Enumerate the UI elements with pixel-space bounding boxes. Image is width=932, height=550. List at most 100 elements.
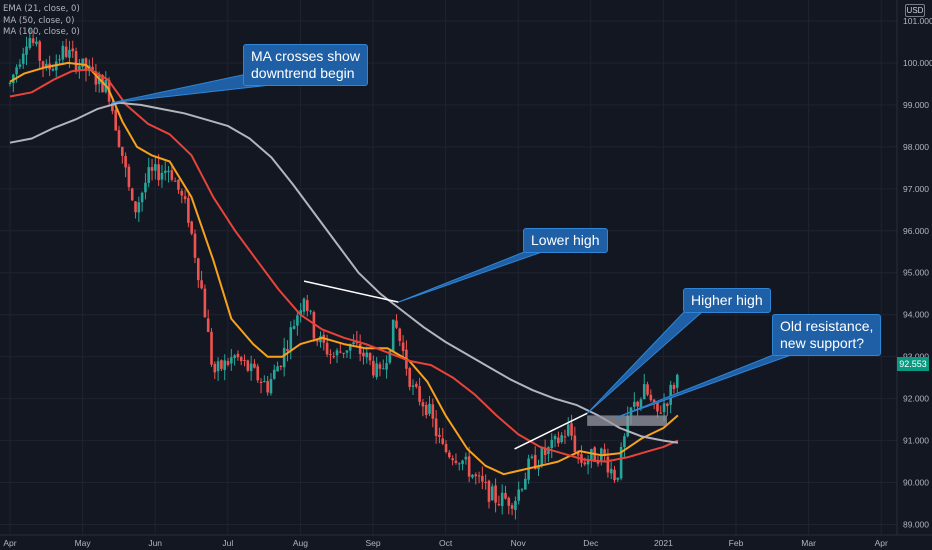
y-tick-label: 89.000 — [903, 520, 929, 530]
candle-body — [210, 331, 213, 365]
candle-body — [533, 454, 537, 469]
candle-body — [282, 347, 286, 368]
candle-body — [619, 446, 623, 479]
x-tick-label: Aug — [293, 538, 308, 548]
legend-ema[interactable]: EMA (21, close, 0) — [3, 4, 80, 14]
candle-body — [147, 167, 151, 183]
legend-ma50[interactable]: MA (50, close, 0) — [3, 15, 75, 26]
candle-body — [424, 404, 428, 415]
candle-body — [365, 352, 369, 358]
x-tick-label: Apr — [3, 538, 16, 548]
candle-body — [25, 46, 28, 55]
candle-body — [223, 360, 227, 371]
y-tick-label: 99.000 — [903, 100, 929, 110]
candle-body — [467, 456, 471, 477]
candle-body — [243, 360, 246, 362]
candle-body — [431, 404, 435, 419]
candle-body — [117, 130, 121, 147]
candle-body — [276, 366, 279, 372]
candle-body — [335, 350, 339, 356]
candle-body — [510, 505, 514, 509]
candle-body — [292, 326, 296, 329]
candle-body — [613, 469, 616, 481]
candle-body — [487, 480, 491, 502]
candle-body — [160, 172, 164, 180]
y-tick-label: 98.000 — [903, 142, 929, 152]
candle-body — [381, 368, 385, 370]
x-tick-label: 2021 — [654, 538, 673, 548]
candle-body — [114, 110, 118, 131]
candle-body — [530, 456, 534, 458]
candle-body — [121, 146, 124, 156]
y-tick-label: 97.000 — [903, 184, 929, 194]
candle-body — [434, 418, 438, 436]
candle-body — [309, 310, 312, 312]
candle-body — [451, 458, 454, 461]
candle-body — [656, 401, 659, 412]
candle-body — [18, 64, 22, 67]
candle-body — [672, 384, 676, 390]
legend-ma100[interactable]: MA (100, close, 0) — [3, 27, 80, 37]
candle-body — [388, 350, 392, 363]
candle-body — [279, 365, 283, 368]
candle-body — [547, 447, 550, 455]
y-tick-label: 92.000 — [903, 394, 929, 404]
x-tick-label: Mar — [801, 538, 816, 548]
candle-body — [216, 361, 220, 372]
candle-body — [408, 368, 411, 387]
candle-body — [553, 436, 557, 440]
candle-body — [441, 438, 445, 444]
candle-body — [659, 412, 663, 414]
candle-body — [438, 434, 441, 437]
candle-body — [220, 360, 223, 369]
candle-body — [484, 481, 487, 483]
ma-100-line — [9, 101, 679, 444]
candle-body — [616, 477, 620, 480]
candle-body — [144, 182, 147, 193]
candle-body — [71, 48, 75, 52]
candle-body — [315, 339, 319, 342]
ma-50-line — [9, 68, 679, 463]
candle-body — [130, 188, 134, 201]
x-tick-label: Oct — [439, 538, 453, 548]
candle-body — [253, 363, 256, 368]
candle-body — [454, 460, 458, 463]
candle-body — [299, 310, 302, 316]
candle-body — [471, 474, 474, 478]
candle-body — [35, 41, 38, 45]
candle-body — [239, 357, 243, 362]
candle-body — [246, 360, 250, 371]
candle-body — [41, 61, 45, 68]
candle-body — [626, 416, 630, 437]
candle-body — [570, 423, 573, 436]
y-tick-label: 100.000 — [903, 58, 932, 68]
candle-body — [263, 380, 266, 382]
candle-body — [170, 170, 174, 180]
candle-body — [38, 41, 42, 61]
candle-body — [362, 352, 365, 357]
candle-body — [206, 318, 210, 332]
candle-body — [623, 436, 626, 448]
candle-body — [666, 403, 669, 407]
candle-body — [203, 288, 207, 318]
candle-body — [137, 202, 141, 213]
candle-body — [352, 342, 355, 345]
candle-body — [669, 384, 672, 405]
candle-body — [167, 170, 170, 173]
candle-body — [474, 474, 478, 477]
candle-body — [78, 66, 81, 72]
candle-body — [639, 399, 643, 408]
candle-body — [649, 394, 653, 401]
candle-body — [226, 361, 230, 365]
callout-ma-cross-line2: downtrend begin — [251, 65, 355, 81]
candle-body — [391, 319, 395, 352]
candle-body — [563, 436, 567, 438]
currency-label[interactable]: USD — [905, 4, 925, 17]
candle-body — [606, 456, 610, 473]
candle-body — [481, 476, 484, 482]
candle-body — [31, 38, 35, 43]
candle-body — [428, 403, 431, 414]
x-tick-label: Sep — [365, 538, 380, 548]
candle-body — [524, 478, 527, 490]
